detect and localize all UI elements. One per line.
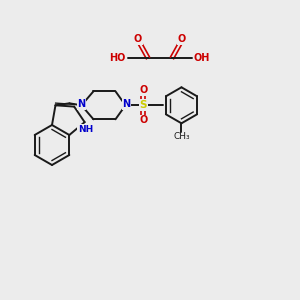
Text: N: N (122, 99, 130, 109)
Text: O: O (178, 34, 186, 44)
Text: OH: OH (194, 53, 210, 63)
Text: O: O (134, 34, 142, 44)
Text: NH: NH (78, 124, 93, 134)
Text: O: O (139, 85, 148, 95)
Text: O: O (139, 115, 148, 125)
Text: S: S (140, 100, 147, 110)
Text: CH₃: CH₃ (173, 132, 190, 141)
Text: HO: HO (110, 53, 126, 63)
Text: N: N (77, 99, 86, 109)
